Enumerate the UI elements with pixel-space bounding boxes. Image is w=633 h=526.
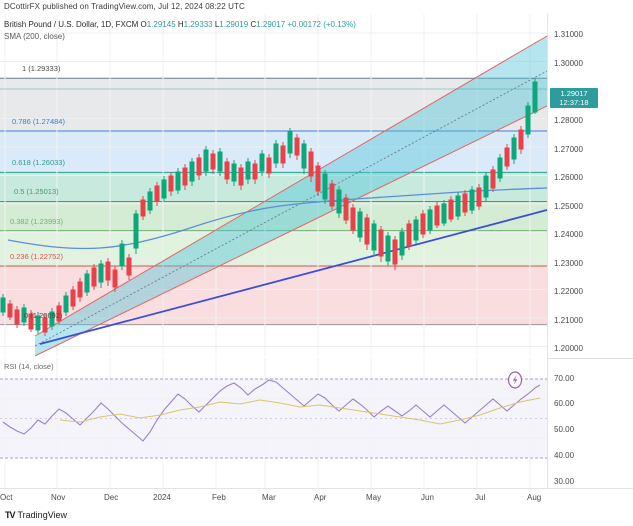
price-chart-pane[interactable]: 1 (1.29333) 0.786 (1.27484) 0.618 (1.260… xyxy=(0,14,547,356)
time-tick-feb: Feb xyxy=(212,493,226,502)
ohlc-h-value: 1.29333 xyxy=(183,20,213,29)
legend-sma-row[interactable]: SMA (200, close) xyxy=(4,32,65,41)
price-tick-124000: 1.24000 xyxy=(554,230,583,239)
current-price-badge: 1.29017 12:37:18 xyxy=(550,88,598,108)
price-tick-130000: 1.30000 xyxy=(554,59,583,68)
time-tick-mar: Mar xyxy=(262,493,276,502)
ohlc-o-label: O xyxy=(140,20,147,29)
price-chart-svg xyxy=(0,14,547,356)
tradingview-name: TradingView xyxy=(17,510,68,520)
ascending-channel[interactable] xyxy=(34,35,547,356)
tradingview-mark: TV xyxy=(5,510,15,520)
time-tick-may: May xyxy=(366,493,382,502)
time-tick-2024: 2024 xyxy=(153,493,171,502)
price-tick-127000: 1.27000 xyxy=(554,145,583,154)
axis-divider xyxy=(548,358,633,359)
chart-legend: British Pound / U.S. Dollar, 1D, FXCM O1… xyxy=(4,19,356,42)
publisher-attribution: DCottirFX published on TradingView.com, … xyxy=(4,2,245,11)
time-tick-jul: Jul xyxy=(475,493,486,502)
price-tick-128000: 1.28000 xyxy=(554,116,583,125)
time-tick-oct: Oct xyxy=(0,493,13,502)
time-axis[interactable]: Oct Nov Dec 2024 Feb Mar Apr May Jun Jul… xyxy=(0,488,633,509)
rsi-tick-40: 40.00 xyxy=(554,451,575,460)
price-tick-122000: 1.22000 xyxy=(554,287,583,296)
price-tick-123000: 1.23000 xyxy=(554,259,583,268)
price-tick-125000: 1.25000 xyxy=(554,202,583,211)
ohlc-l-label: L xyxy=(214,20,220,29)
support-trendline[interactable] xyxy=(39,209,547,345)
time-tick-nov: Nov xyxy=(51,493,66,502)
current-price-time: 12:37:18 xyxy=(559,98,589,107)
legend-ohlc: O1.29145 H1.29333 L1.29019 C1.29017 +0.0… xyxy=(141,20,356,29)
time-grid xyxy=(4,14,531,356)
current-price-value: 1.29017 xyxy=(560,89,588,98)
rsi-legend-label[interactable]: RSI (14, close) xyxy=(4,362,54,371)
fibonacci-zones xyxy=(0,78,547,325)
price-grid xyxy=(0,32,547,347)
time-tick-aug: Aug xyxy=(527,493,542,502)
ohlc-h-label: H xyxy=(177,20,184,29)
price-axis[interactable]: 1.31000 1.30000 1.29017 12:37:18 1.28000… xyxy=(547,14,633,488)
fib-label-0382: 0.382 (1.23993) xyxy=(10,217,63,226)
flash-circle-icon[interactable] xyxy=(507,371,523,389)
ohlc-l-value: 1.29019 xyxy=(219,20,249,29)
price-tick-126000: 1.26000 xyxy=(554,173,583,182)
fib-label-1: 1 (1.29333) xyxy=(22,64,61,73)
ohlc-o-value: 1.29145 xyxy=(146,20,176,29)
price-tick-120000: 1.20000 xyxy=(554,344,583,353)
fib-label-0786: 0.786 (1.27484) xyxy=(12,117,65,126)
ohlc-c-label: C xyxy=(250,20,257,29)
fib-label-0: 0 (1.20692) xyxy=(24,311,63,320)
rsi-line xyxy=(2,379,541,442)
rsi-tick-70: 70.00 xyxy=(554,374,575,383)
price-tick-121000: 1.21000 xyxy=(554,316,583,325)
legend-symbol-label: British Pound / U.S. Dollar, 1D, FXCM xyxy=(4,20,139,29)
ohlc-c-value: 1.29017 xyxy=(256,20,286,29)
sma-200-line xyxy=(7,187,547,250)
rsi-tick-60: 60.00 xyxy=(554,399,575,408)
rsi-pane[interactable]: RSI (14, close) xyxy=(0,358,547,488)
rsi-tick-30: 30.00 xyxy=(554,477,575,486)
fib-label-0236: 0.236 (1.22752) xyxy=(10,252,63,261)
fib-label-05: 0.5 (1.25013) xyxy=(14,187,59,196)
rsi-chart-svg xyxy=(0,358,547,488)
rsi-tick-50: 50.00 xyxy=(554,425,575,434)
fib-label-0618: 0.618 (1.26033) xyxy=(12,158,65,167)
legend-symbol-row[interactable]: British Pound / U.S. Dollar, 1D, FXCM O1… xyxy=(4,19,356,30)
time-tick-jun: Jun xyxy=(421,493,434,502)
time-tick-apr: Apr xyxy=(314,493,327,502)
price-tick-131000: 1.31000 xyxy=(554,30,583,39)
candlestick-series xyxy=(0,78,538,336)
legend-change: +0.00172 (+0.13%) xyxy=(287,20,356,29)
tradingview-logo[interactable]: TV TradingView xyxy=(5,510,67,520)
rsi-signal-line xyxy=(59,397,541,425)
time-tick-dec: Dec xyxy=(104,493,119,502)
